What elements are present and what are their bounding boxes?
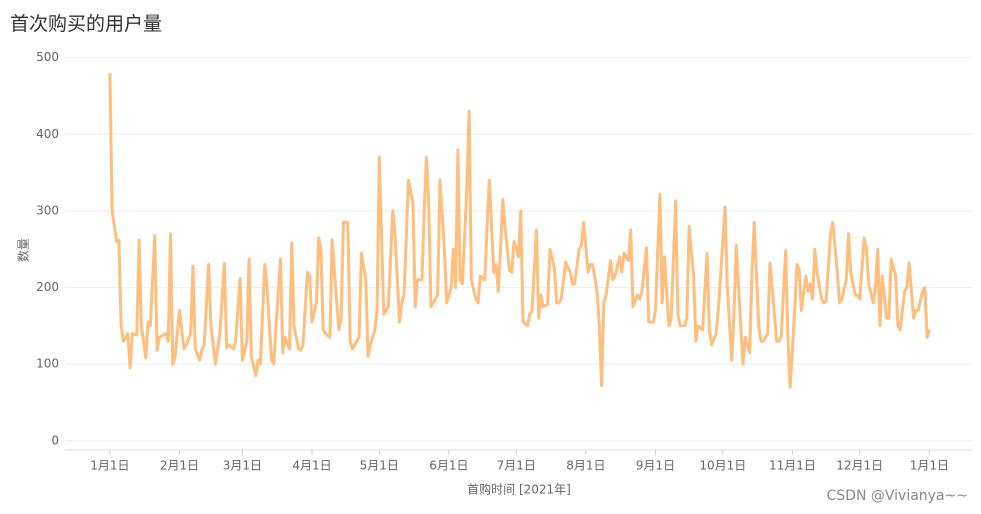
x-tick-label: 7月1日: [497, 459, 536, 473]
y-tick-label: 100: [36, 357, 59, 371]
x-tick-label: 4月1日: [292, 459, 331, 473]
x-tick-label: 11月1日: [769, 459, 816, 473]
x-tick-label: 8月1日: [566, 459, 605, 473]
chart-title: 首次购买的用户量: [10, 13, 162, 35]
x-tick-label: 12月1日: [836, 459, 883, 473]
x-tick-label: 6月1日: [429, 459, 468, 473]
x-axis-title: 首购时间 [2021年]: [467, 482, 571, 497]
x-tick-label: 1月1日: [90, 459, 129, 473]
x-tick-label: 9月1日: [636, 459, 675, 473]
y-tick-label: 500: [36, 50, 59, 64]
y-tick-label: 200: [36, 280, 59, 294]
data-line: [108, 72, 931, 389]
y-tick-label: 400: [36, 127, 59, 141]
y-tick-label: 300: [36, 203, 59, 217]
x-tick-label: 1月1日: [910, 459, 949, 473]
y-tick-label: 0: [51, 433, 59, 447]
x-tick-label: 3月1日: [223, 459, 262, 473]
x-tick-label: 2月1日: [160, 459, 199, 473]
x-tick-label: 10月1日: [699, 459, 746, 473]
watermark: CSDN @Vivianya~~: [827, 488, 968, 504]
y-axis-title: 数量: [16, 238, 31, 262]
x-tick-label: 5月1日: [360, 459, 399, 473]
